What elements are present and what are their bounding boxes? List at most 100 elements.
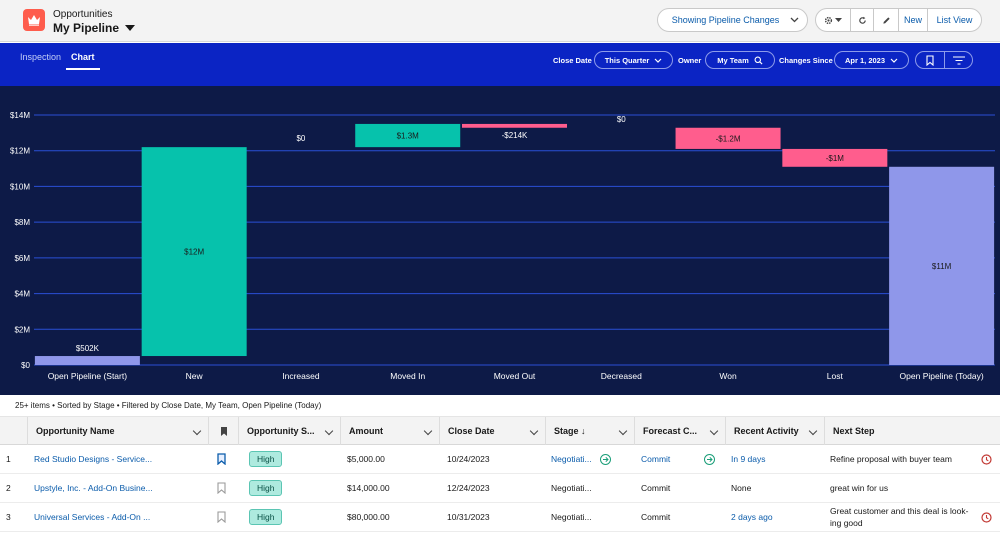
bar-3 — [355, 123, 461, 148]
chevron-down-icon — [790, 17, 799, 23]
col-close-date[interactable]: Close Date — [439, 417, 545, 445]
opportunity-name-link[interactable]: Upstyle, Inc. - Add-On Busine... — [34, 483, 153, 493]
tab-chart[interactable]: Chart — [71, 52, 95, 62]
bookmark-toggle[interactable] — [217, 474, 226, 502]
data-label: $11M — [932, 262, 952, 271]
score-badge: High — [249, 480, 283, 496]
bookmark-icon — [217, 453, 226, 465]
bookmark-toggle[interactable] — [217, 503, 226, 531]
refresh-icon — [858, 16, 866, 24]
waterfall-chart: $0 $2M $4M $6M $8M $10M $12M $14M $502K Open Pipe… — [0, 86, 1000, 395]
amount-cell: $5,000.00 — [347, 454, 385, 464]
chevron-down-icon — [890, 58, 898, 63]
list-view-switcher[interactable]: My Pipeline — [53, 21, 136, 35]
search-icon — [754, 56, 763, 65]
clock-icon[interactable] — [981, 503, 992, 531]
col-opportunity-score[interactable]: Opportunity S... — [238, 417, 340, 445]
new-button[interactable]: New — [898, 9, 927, 31]
col-label: Close Date — [448, 426, 495, 436]
bookmark-button[interactable] — [916, 52, 944, 68]
table-summary: 25+ items • Sorted by Stage • Filtered b… — [0, 395, 1000, 417]
col-forecast-category[interactable]: Forecast C... — [634, 417, 725, 445]
col-recent-activity[interactable]: Recent Activity — [725, 417, 824, 445]
bar-7 — [782, 148, 888, 167]
close-date-value: This Quarter — [604, 55, 650, 65]
x-tick-label: Lost — [827, 371, 844, 381]
stage-cell: Negotiati... — [551, 503, 592, 531]
x-tick-label: Moved In — [390, 371, 425, 381]
row-number: 3 — [6, 512, 11, 522]
next-step-cell: Great customer and this deal is look-ing… — [830, 503, 980, 531]
refresh-button[interactable] — [850, 9, 873, 31]
table-row[interactable]: 1 Red Studio Designs - Service... High $5,0… — [0, 445, 1000, 474]
clock-icon[interactable] — [981, 445, 992, 473]
y-tick-label: $6M — [14, 254, 30, 263]
chevron-down-icon — [324, 426, 334, 436]
owner-label: Owner — [678, 56, 702, 65]
arrow-right-circle-icon[interactable] — [599, 453, 611, 465]
bar-0 — [34, 356, 140, 365]
stage-value: Negotiati... — [551, 512, 592, 522]
crown-icon — [23, 9, 45, 31]
header-actions-group: New List View — [815, 8, 982, 32]
recent-activity-cell[interactable]: 2 days ago — [731, 512, 773, 522]
arrow-right-circle-icon[interactable] — [704, 453, 716, 465]
y-tick-label: $14M — [10, 111, 30, 120]
y-tick-label: $12M — [10, 147, 30, 156]
edit-button[interactable] — [873, 9, 898, 31]
data-label: -$1.2M — [716, 134, 741, 143]
owner-filter[interactable]: My Team — [705, 51, 775, 69]
caret-down-icon — [125, 25, 136, 31]
chevron-down-icon — [423, 426, 433, 436]
x-tick-label: Moved Out — [494, 371, 536, 381]
forecast-cell: Commit — [641, 474, 670, 502]
col-label: Next Step — [833, 426, 875, 436]
col-stage[interactable]: Stage ↓ — [545, 417, 634, 445]
y-tick-label: $0 — [21, 361, 30, 370]
close-date-filter[interactable]: This Quarter — [594, 51, 673, 69]
page-title: My Pipeline — [53, 21, 120, 35]
stage-value[interactable]: Negotiati... — [551, 454, 592, 464]
amount-cell: $14,000.00 — [347, 483, 390, 493]
table-row[interactable]: 3 Universal Services - Add-On ... High $80,… — [0, 503, 1000, 532]
x-tick-label: Open Pipeline (Start) — [48, 371, 128, 381]
col-label: Amount — [349, 426, 383, 436]
forecast-value[interactable]: Commit — [641, 454, 671, 464]
filter-button[interactable] — [944, 52, 972, 68]
changes-since-filter[interactable]: Apr 1, 2023 — [834, 51, 909, 69]
data-label: $0 — [296, 134, 305, 143]
col-next-step[interactable]: Next Step — [824, 417, 1000, 445]
col-bookmark[interactable] — [208, 417, 238, 445]
score-cell: High — [249, 474, 283, 502]
data-label: -$214K — [502, 131, 528, 140]
caret-down-icon — [835, 17, 842, 22]
row-number: 2 — [6, 483, 11, 493]
chart-canvas: $0 $2M $4M $6M $8M $10M $12M $14M $502K Open Pipe… — [10, 111, 995, 381]
next-step-text-continued: ing good — [830, 518, 863, 528]
x-tick-label: Increased — [282, 371, 320, 381]
pipeline-changes-button[interactable]: Showing Pipeline Changes — [657, 8, 808, 32]
col-opportunity-name[interactable]: Opportunity Name — [27, 417, 208, 445]
bookmark-toggle[interactable] — [217, 445, 226, 473]
tab-inspection[interactable]: Inspection — [20, 52, 62, 62]
col-amount[interactable]: Amount — [340, 417, 439, 445]
forecast-cell: Commit — [641, 445, 716, 473]
close-date-cell: 12/24/2023 — [447, 483, 490, 493]
list-view-label: List View — [936, 15, 973, 25]
x-tick-label: New — [186, 371, 204, 381]
x-tick-label: Won — [719, 371, 737, 381]
table-row[interactable]: 2 Upstyle, Inc. - Add-On Busine... High $14… — [0, 474, 1000, 503]
list-view-button[interactable]: List View — [927, 9, 981, 31]
owner-value: My Team — [717, 55, 749, 65]
bar-1 — [141, 147, 247, 357]
recent-activity-cell[interactable]: In 9 days — [731, 454, 766, 464]
opportunity-name-link[interactable]: Universal Services - Add-On ... — [34, 512, 151, 522]
object-label: Opportunities — [53, 9, 113, 20]
settings-menu-button[interactable] — [816, 9, 850, 31]
chevron-down-icon — [808, 426, 818, 436]
opportunity-name-link[interactable]: Red Studio Designs - Service... — [34, 454, 153, 464]
x-tick-label: Open Pipeline (Today) — [900, 371, 984, 381]
col-label: Stage ↓ — [554, 426, 586, 436]
close-date-cell: 10/24/2023 — [447, 454, 490, 464]
data-label: $0 — [617, 115, 626, 124]
